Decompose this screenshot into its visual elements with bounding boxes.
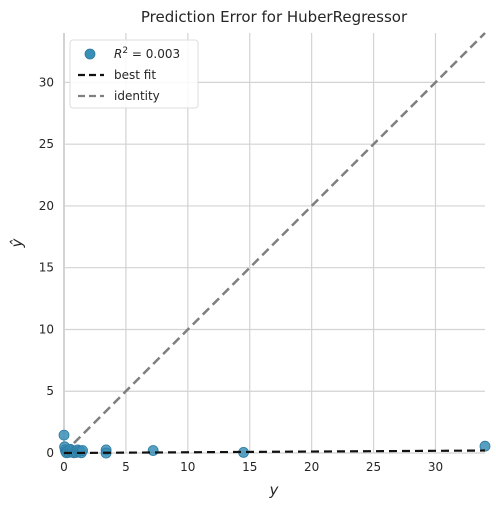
- x-tick-label: 10: [180, 460, 195, 474]
- y-tick-label: 5: [46, 384, 54, 398]
- y-axis-label: ŷ: [8, 237, 26, 248]
- scatter-point: [58, 429, 70, 441]
- y-tick-label: 10: [39, 322, 54, 336]
- chart-title: Prediction Error for HuberRegressor: [141, 8, 408, 26]
- legend-best-fit-label: best fit: [114, 68, 156, 82]
- y-tick-label: 25: [39, 137, 54, 151]
- x-tick-label: 5: [122, 460, 130, 474]
- y-tick-label: 15: [39, 261, 54, 275]
- x-tick-label: 25: [366, 460, 381, 474]
- legend-points-label: R2 = 0.003: [114, 46, 180, 61]
- legend-r-exponent: 2: [122, 46, 128, 56]
- x-tick-label: 0: [60, 460, 68, 474]
- y-tick-label: 30: [39, 75, 54, 89]
- legend: R2 = 0.003 best fit identity: [69, 39, 199, 109]
- y-tick-label: 0: [46, 446, 54, 460]
- identity-line: [63, 32, 486, 454]
- scatter-point: [147, 445, 159, 456]
- legend-box: [69, 39, 199, 109]
- y-tick-label: 20: [39, 199, 54, 213]
- legend-points-marker: [84, 48, 96, 60]
- x-tick-label: 20: [304, 460, 319, 474]
- x-tick-label: 30: [428, 460, 443, 474]
- x-tick-label: 15: [242, 460, 257, 474]
- legend-r-value: = 0.003: [128, 47, 180, 61]
- legend-identity-label: identity: [114, 89, 160, 103]
- scatter-point: [77, 445, 88, 456]
- legend-r-symbol: R: [114, 47, 122, 61]
- x-axis-label: y: [269, 481, 280, 499]
- best-fit-line: [63, 449, 486, 455]
